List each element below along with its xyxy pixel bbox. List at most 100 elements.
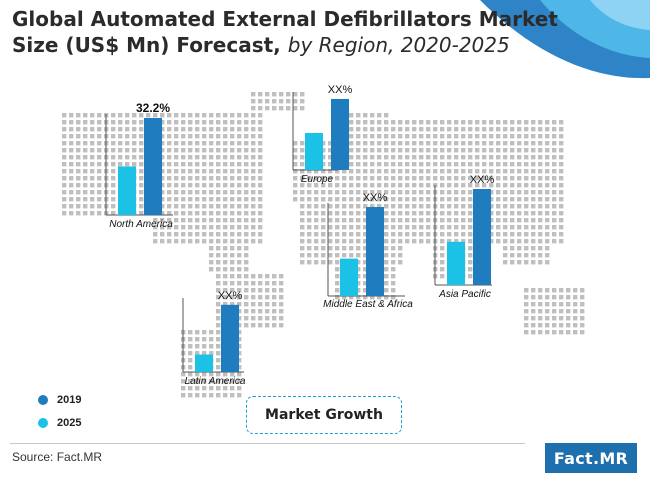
map-dot: [489, 183, 494, 188]
map-dot: [216, 379, 221, 384]
map-dot: [559, 169, 564, 174]
bar-2025-asia-pacific: [447, 241, 465, 285]
map-dot: [573, 288, 578, 293]
map-dot: [237, 358, 242, 363]
map-dot: [510, 141, 515, 146]
map-dot: [440, 204, 445, 209]
map-dot: [314, 246, 319, 251]
map-dot: [454, 162, 459, 167]
map-dot: [181, 120, 186, 125]
map-dot: [524, 302, 529, 307]
map-dot: [181, 155, 186, 160]
map-dot: [356, 218, 361, 223]
map-dot: [209, 386, 214, 391]
map-dot: [426, 127, 431, 132]
map-dot: [118, 162, 123, 167]
map-dot: [461, 232, 466, 237]
map-dot: [188, 386, 193, 391]
map-dot: [335, 281, 340, 286]
map-dot: [293, 106, 298, 111]
map-dot: [286, 92, 291, 97]
map-dot: [482, 127, 487, 132]
map-dot: [83, 197, 88, 202]
map-dot: [237, 211, 242, 216]
map-dot: [559, 183, 564, 188]
map-dot: [398, 148, 403, 153]
map-dot: [391, 190, 396, 195]
map-dot: [251, 169, 256, 174]
map-dot: [405, 197, 410, 202]
map-dot: [517, 183, 522, 188]
data-label-asia-pacific: XX%: [470, 174, 495, 186]
map-dot: [258, 134, 263, 139]
map-dot: [538, 239, 543, 244]
map-dot: [237, 169, 242, 174]
map-dot: [174, 183, 179, 188]
map-dot: [552, 316, 557, 321]
map-dot: [202, 372, 207, 377]
map-dot: [538, 190, 543, 195]
map-dot: [356, 211, 361, 216]
map-dot: [118, 120, 123, 125]
map-dot: [293, 183, 298, 188]
map-dot: [482, 169, 487, 174]
legend-label-2025: 2025: [57, 417, 82, 429]
map-dot: [531, 239, 536, 244]
map-dot: [62, 127, 67, 132]
map-dot: [216, 386, 221, 391]
map-dot: [216, 358, 221, 363]
map-dot: [307, 232, 312, 237]
map-dot: [398, 253, 403, 258]
map-dot: [223, 183, 228, 188]
map-dot: [405, 204, 410, 209]
map-dot: [202, 225, 207, 230]
map-dot: [188, 204, 193, 209]
map-dot: [405, 183, 410, 188]
map-dot: [426, 239, 431, 244]
map-dot: [230, 120, 235, 125]
map-dot: [174, 190, 179, 195]
map-dot: [405, 155, 410, 160]
map-dot: [160, 120, 165, 125]
map-dot: [559, 288, 564, 293]
map-dot: [174, 141, 179, 146]
map-dot: [566, 302, 571, 307]
map-dot: [391, 134, 396, 139]
map-dot: [384, 281, 389, 286]
map-dot: [538, 295, 543, 300]
map-dot: [300, 260, 305, 265]
map-dot: [237, 337, 242, 342]
map-dot: [356, 190, 361, 195]
map-dot: [216, 246, 221, 251]
map-dot: [188, 148, 193, 153]
map-dot: [195, 162, 200, 167]
map-dot: [132, 155, 137, 160]
map-dot: [223, 302, 228, 307]
map-dot: [216, 281, 221, 286]
map-dot: [356, 197, 361, 202]
map-dot: [90, 197, 95, 202]
map-dot: [363, 211, 368, 216]
map-dot: [440, 239, 445, 244]
map-dot: [244, 267, 249, 272]
map-dot: [468, 253, 473, 258]
map-dot: [167, 162, 172, 167]
map-dot: [244, 141, 249, 146]
map-dot: [258, 106, 263, 111]
map-dot: [496, 204, 501, 209]
map-dot: [293, 148, 298, 153]
map-dot: [195, 134, 200, 139]
map-dot: [531, 323, 536, 328]
map-dot: [223, 253, 228, 258]
map-dot: [349, 232, 354, 237]
map-dot: [97, 127, 102, 132]
map-dot: [356, 232, 361, 237]
map-dot: [62, 141, 67, 146]
map-dot: [454, 155, 459, 160]
map-dot: [496, 183, 501, 188]
map-dot: [160, 211, 165, 216]
map-dot: [223, 288, 228, 293]
map-dot: [363, 295, 368, 300]
map-dot: [510, 190, 515, 195]
map-dot: [552, 134, 557, 139]
